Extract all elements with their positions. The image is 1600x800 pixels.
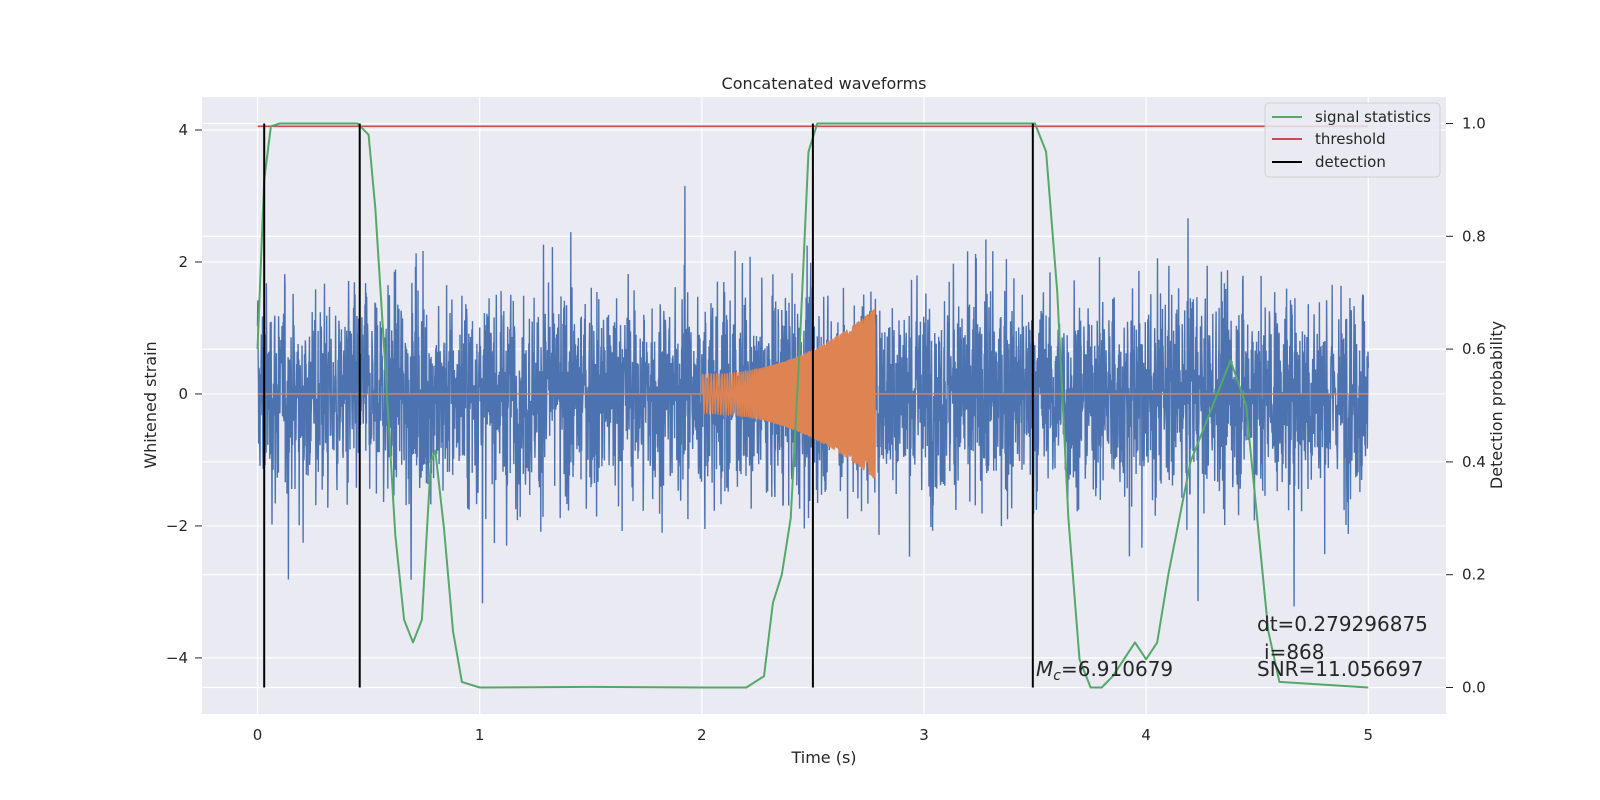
y-ticks: −4 −2 0 2 4 [166, 121, 202, 667]
y2-tick-label: 0.2 [1462, 566, 1486, 584]
signal-line [257, 308, 1369, 479]
y2-tick-label: 0.4 [1462, 453, 1486, 471]
y-tick-label: 0 [178, 385, 188, 403]
y-tick-label: −4 [166, 649, 188, 667]
x-tick-label: 0 [253, 726, 263, 744]
chart-title: Concatenated waveforms [722, 74, 927, 93]
mc-annotation: Mc=6.910679 [1036, 657, 1173, 684]
x-tick-label: 5 [1363, 726, 1373, 744]
x-tick-label: 4 [1141, 726, 1151, 744]
x-tick-label: 1 [475, 726, 485, 744]
snr-annotation: SNR=11.056697 [1257, 657, 1423, 681]
y2-ticks: 0.0 0.2 0.4 0.6 0.8 1.0 [1446, 115, 1486, 696]
detection-series [263, 123, 1034, 688]
x-tick-label: 2 [697, 726, 707, 744]
legend: signal statistics threshold detection [1264, 102, 1441, 178]
x-axis-label: Time (s) [790, 748, 856, 767]
y2-tick-label: 1.0 [1462, 115, 1486, 133]
y-tick-label: 2 [178, 253, 188, 271]
signal-series [257, 308, 1369, 479]
annotations: Mc=6.910679 dt=0.279296875 i=868 SNR=11.… [1036, 612, 1428, 684]
legend-label-threshold: threshold [1315, 130, 1386, 148]
y2-tick-label: 0.0 [1462, 678, 1486, 696]
legend-box [1264, 102, 1441, 178]
statistics-line [256, 122, 1369, 689]
x-tick-label: 3 [919, 726, 929, 744]
y-tick-label: −2 [166, 517, 188, 535]
y-tick-label: 4 [178, 121, 188, 139]
y2-axis-label: Detection probability [1487, 321, 1506, 489]
y2-tick-label: 0.6 [1462, 340, 1486, 358]
y-axis-label: Whitened strain [141, 341, 160, 468]
legend-label-statistics: signal statistics [1315, 108, 1431, 126]
x-ticks: 0 1 2 3 4 5 [253, 726, 1373, 744]
i-annotation: i=868 [1264, 640, 1325, 664]
statistics-series [256, 122, 1369, 689]
y2-tick-label: 0.8 [1462, 227, 1486, 245]
dt-annotation: dt=0.279296875 [1257, 612, 1428, 636]
legend-label-detection: detection [1315, 153, 1386, 171]
